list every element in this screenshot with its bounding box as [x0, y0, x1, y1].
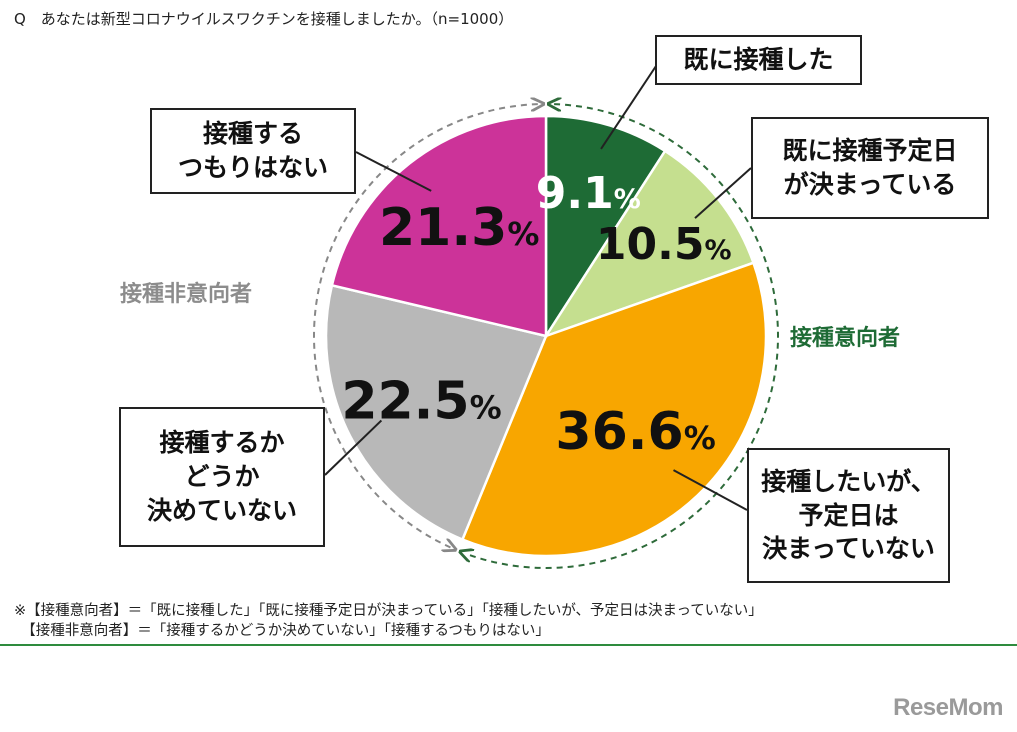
group-arc-non-intent [313, 104, 538, 547]
pie-slice-3 [324, 283, 548, 542]
pct-label-3: 22.5% [341, 372, 501, 432]
callout-4-line-1: つもりはない [177, 153, 328, 182]
callout-1-line-1: が決まっている [783, 170, 957, 199]
pie-slice-4 [330, 114, 548, 338]
footnote-line-0: ※【接種意向者】＝「既に接種した」「既に接種予定日が決まっている」「接種したいが… [14, 603, 763, 619]
pie-slice-1 [542, 149, 756, 339]
pie-slice-2 [460, 261, 768, 558]
footnote: ※【接種意向者】＝「既に接種した」「既に接種予定日が決まっている」「接種したいが… [14, 601, 763, 641]
pie-chart: 9.1%10.5% 36.6% 22.5% 21.3% [313, 59, 779, 569]
leader-line-0 [600, 59, 661, 150]
leader-line-2 [673, 469, 748, 511]
divider [0, 644, 1017, 646]
pct-label-4: 21.3% [379, 198, 539, 258]
leader-line-4 [355, 151, 432, 192]
callout-0: 既に接種した [655, 35, 862, 85]
question-text: Q あなたは新型コロナウイルスワクチンを接種しましたか。（n=1000） [14, 10, 514, 28]
callout-2-line-0: 接種したいが、 [761, 466, 936, 496]
callout-4: 接種する つもりはない [150, 108, 356, 194]
callout-2-line-2: 決まっていない [762, 534, 935, 564]
callout-3-line-1: どうか [184, 462, 260, 492]
callout-2: 接種したいが、 予定日は 決まっていない [747, 448, 950, 583]
group-label-intent: 接種意向者 [790, 326, 901, 351]
pct-label-2: 36.6% [555, 402, 715, 462]
pct-label-1: 10.5% [596, 219, 732, 270]
callout-3: 接種するか どうか 決めていない [119, 407, 325, 547]
callout-3-line-2: 決めていない [146, 495, 297, 525]
group-arc-intent [465, 104, 779, 569]
callout-0-line-0: 既に接種した [683, 45, 834, 75]
pie-slice-0 [544, 114, 667, 341]
callout-1-line-0: 既に接種予定日 [782, 136, 958, 166]
callout-2-line-1: 予定日は [798, 500, 899, 530]
group-label-non-intent: 接種非意向者 [120, 282, 253, 307]
brand-logo: ReseMom [893, 694, 1003, 721]
callout-3-line-0: 接種するか [159, 428, 285, 458]
pct-label-0: 9.1% [536, 168, 641, 219]
callout-4-line-0: 接種する [202, 119, 303, 149]
footnote-line-1: 【接種非意向者】＝「接種するかどうか決めていない」「接種するつもりはない」 [14, 623, 550, 639]
leader-line-3 [324, 419, 383, 476]
leader-line-1 [694, 167, 752, 219]
callout-1: 既に接種予定日 が決まっている [751, 117, 989, 219]
